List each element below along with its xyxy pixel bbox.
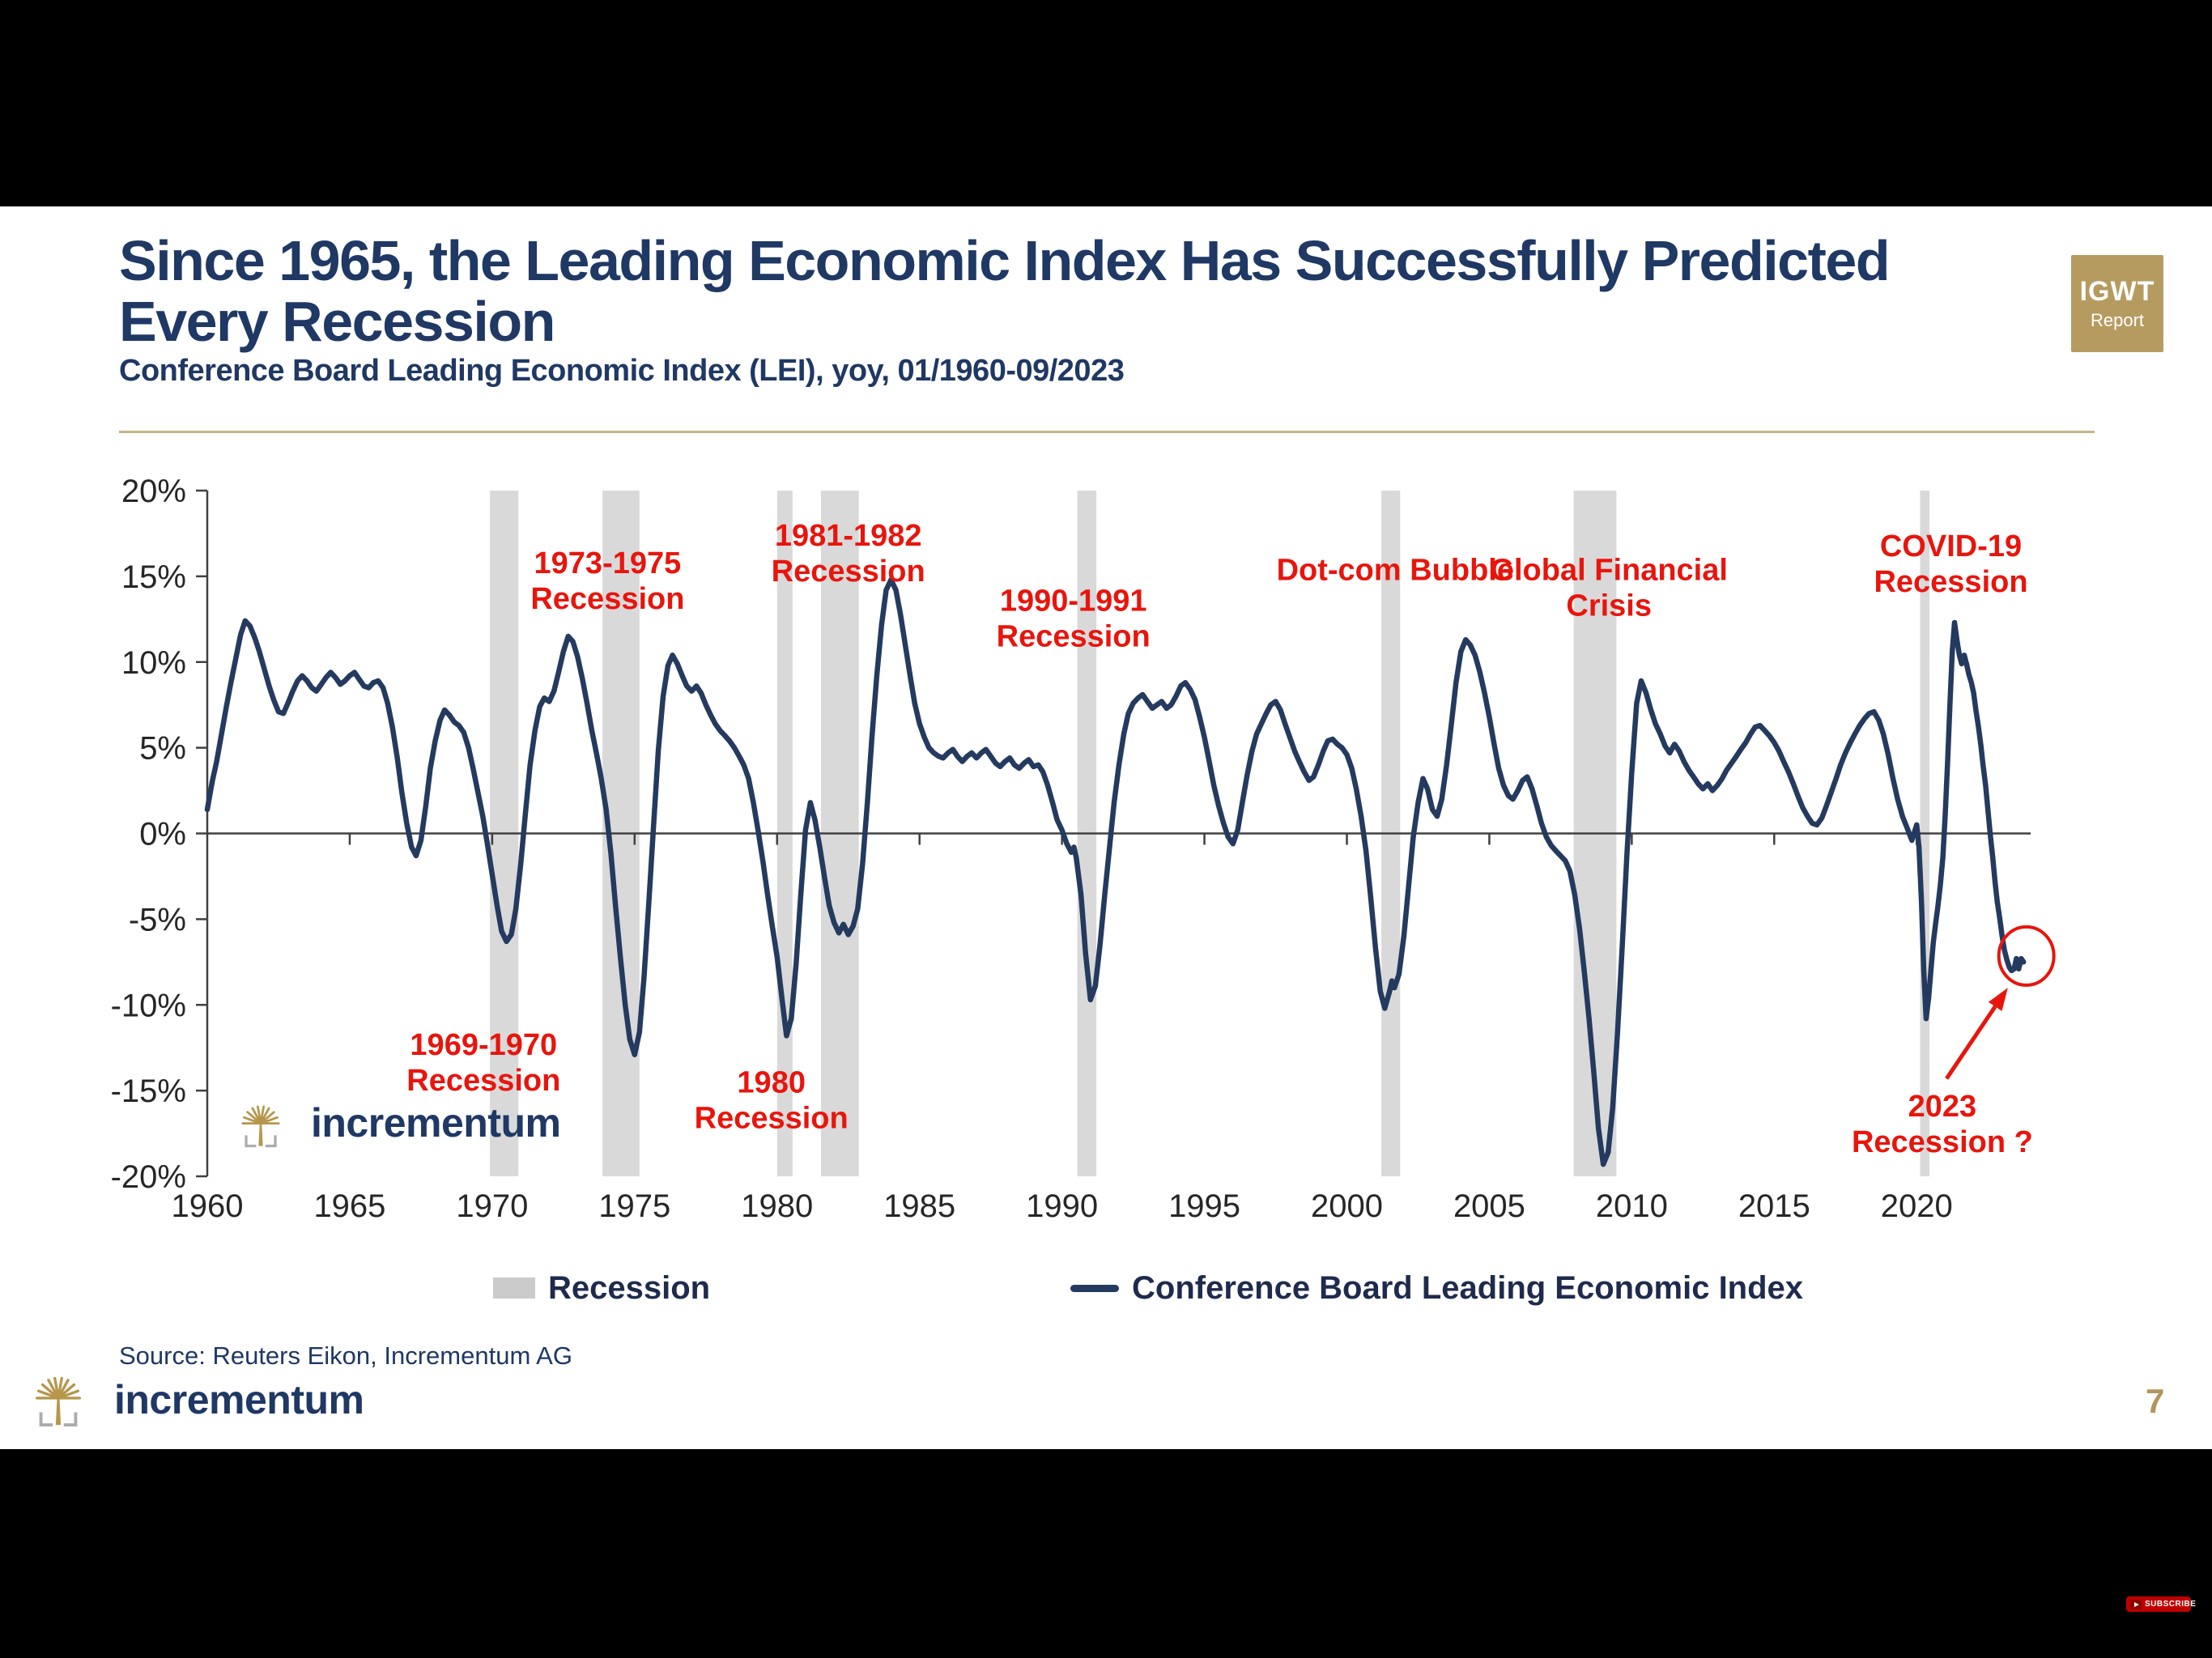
incrementum-brand-text: incrementum — [114, 1377, 364, 1422]
letterbox-bottom — [0, 1449, 2212, 1658]
recession-annotation: Recession — [530, 582, 684, 616]
x-tick-label: 2020 — [1881, 1188, 1953, 1224]
lei-line — [204, 576, 2027, 1167]
page-title-line1: Since 1965, the Leading Economic Index H… — [119, 229, 1891, 292]
y-tick-label: -20% — [111, 1159, 186, 1195]
x-tick-label: 1965 — [313, 1188, 385, 1224]
end-point-circle — [1997, 925, 2056, 987]
incrementum-tree-icon — [27, 1362, 90, 1431]
igwt-badge-subtitle: Report — [2090, 310, 2145, 330]
y-tick-label: -15% — [111, 1073, 186, 1109]
play-icon — [2130, 1599, 2142, 1609]
y-tick-label: 0% — [139, 817, 186, 852]
x-tick-label: 1970 — [456, 1188, 528, 1224]
legend-recession-label: Recession — [548, 1269, 711, 1306]
annotation-arrow-head — [1988, 988, 2008, 1011]
igwt-badge-title: IGWT — [2079, 276, 2155, 307]
slide: Since 1965, the Leading Economic Index H… — [0, 206, 2212, 1449]
subscribe-label: SUBSCRIBE — [2145, 1599, 2197, 1609]
x-tick-label: 2015 — [1738, 1188, 1810, 1224]
x-tick-label: 1975 — [598, 1188, 670, 1224]
recession-annotation: 1969-1970 — [410, 1028, 557, 1062]
y-tick-label: -10% — [111, 988, 186, 1023]
y-tick-label: 15% — [121, 559, 186, 595]
recession-annotation: Recession — [406, 1064, 560, 1098]
recession-annotation: 1973-1975 — [534, 546, 682, 580]
annotation-arrow-shaft — [1945, 1005, 1997, 1080]
recession-annotation: Dot-com Bubble — [1277, 553, 1514, 587]
x-tick-label: 2010 — [1596, 1188, 1668, 1224]
recession-annotation: COVID-19 — [1880, 529, 2022, 563]
lei-chart: 20% 15% 10% 5% 0% -5% -10% -15% -20%1960 1965 1970… — [111, 474, 2056, 1224]
recession-swatch — [493, 1278, 535, 1299]
watermark-brand-text: incrementum — [311, 1100, 560, 1146]
recession-annotation: Recession ? — [1852, 1125, 2033, 1159]
subscribe-button[interactable]: SUBSCRIBE — [2126, 1596, 2196, 1612]
letterbox-top — [0, 0, 2212, 206]
source-note: Source: Reuters Eikon, Incrementum AG — [119, 1341, 572, 1370]
x-tick-label: 1995 — [1168, 1188, 1240, 1224]
page-number: 7 — [2146, 1382, 2165, 1420]
incrementum-footer-logo: incrementum — [27, 1362, 367, 1436]
legend-item-recession: Recession — [493, 1269, 710, 1307]
y-tick-label: -5% — [129, 902, 186, 937]
recession-annotation: Recession — [772, 555, 925, 589]
recession-annotation: Crisis — [1566, 589, 1652, 623]
lei-line-swatch — [1070, 1284, 1119, 1292]
x-tick-label: 2000 — [1311, 1188, 1383, 1224]
x-tick-label: 1960 — [172, 1188, 244, 1224]
recession-annotation: 1981-1982 — [775, 519, 922, 553]
x-tick-label: 1990 — [1026, 1188, 1098, 1224]
y-tick-label: 5% — [139, 731, 186, 767]
watermark-tree-icon — [241, 1105, 280, 1148]
x-tick-label: 2005 — [1453, 1188, 1525, 1224]
chart-legend: Recession Conference Board Leading Econo… — [0, 1269, 2212, 1307]
legend-lei-label: Conference Board Leading Economic Index — [1132, 1269, 1804, 1306]
recession-annotation: Recession — [1874, 565, 2027, 599]
y-tick-label: 10% — [121, 645, 186, 681]
y-tick-label: 20% — [121, 474, 186, 509]
chart-subtitle: Conference Board Leading Economic Index … — [119, 354, 1125, 388]
legend-item-lei: Conference Board Leading Economic Index — [1070, 1269, 1803, 1307]
recession-annotation: 1990-1991 — [1000, 585, 1147, 619]
page-title-line2: Every Recession — [119, 290, 555, 353]
igwt-report-badge: IGWT Report — [2071, 255, 2163, 352]
divider-rule — [119, 431, 2095, 433]
x-tick-label: 1980 — [741, 1188, 813, 1224]
x-tick-label: 1985 — [883, 1188, 955, 1224]
recession-annotation: 1980 — [737, 1066, 806, 1100]
recession-annotation: 2023 — [1908, 1090, 1977, 1124]
recession-annotation: Recession — [695, 1102, 849, 1136]
recession-annotation: Global Financial — [1490, 553, 1728, 587]
recession-annotation: Recession — [997, 620, 1151, 654]
